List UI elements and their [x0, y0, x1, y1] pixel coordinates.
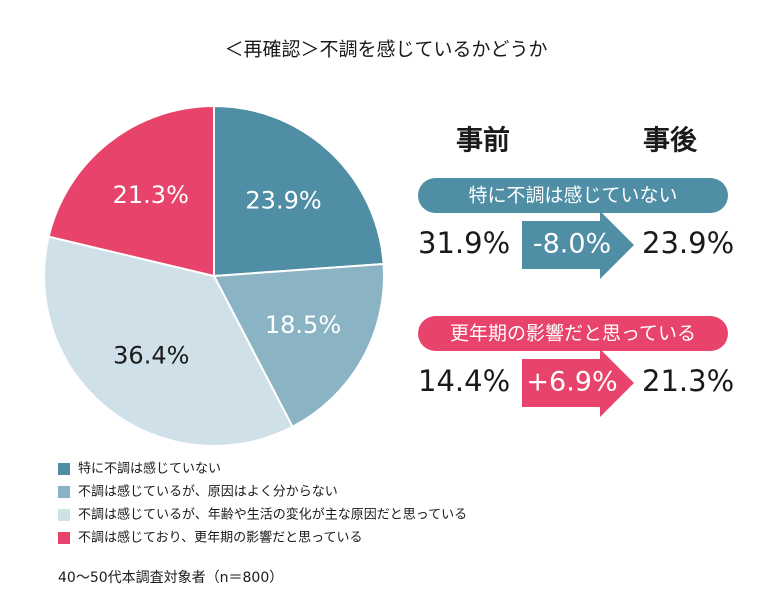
row-label: 特に不調は感じていない	[468, 185, 677, 207]
before-value: 14.4%	[418, 364, 510, 398]
legend-swatch	[58, 532, 70, 544]
legend-label: 不調は感じているが、原因はよく分からない	[78, 484, 338, 500]
legend-swatch	[58, 486, 70, 498]
pie-slice	[43, 235, 294, 447]
note: 40～50代本調査対象者（n＝800）	[58, 570, 283, 586]
slice-label: 21.3%	[113, 181, 189, 209]
legend-swatch	[58, 509, 70, 521]
after-value: 21.3%	[642, 364, 734, 398]
row-label-pill	[418, 178, 728, 213]
legend-label: 不調は感じているが、年齢や生活の変化が主な原因だと思っている	[78, 507, 467, 523]
change-arrow	[522, 211, 634, 279]
before-value: 31.9%	[418, 226, 510, 260]
header-before: 事前	[456, 125, 510, 157]
slice-label: 36.4%	[113, 341, 189, 369]
slice-label: 18.5%	[265, 311, 341, 339]
pie-slice	[47, 104, 215, 278]
change-value: -8.0%	[533, 229, 611, 260]
legend-label: 特に不調は感じていない	[78, 461, 221, 477]
slice-label: 23.9%	[245, 186, 321, 214]
header-after: 事後	[643, 126, 698, 157]
change-value: +6.9%	[526, 367, 617, 398]
pie-slice	[212, 262, 385, 429]
row-label: 更年期の影響だと思っている	[450, 323, 696, 345]
row-label-pill	[418, 316, 728, 351]
legend-label: 不調は感じており、更年期の影響だと思っている	[78, 530, 362, 546]
after-value: 23.9%	[642, 226, 734, 260]
change-arrow	[522, 349, 634, 417]
chart-title: ＜再確認＞不調を感じているかどうか	[224, 39, 547, 61]
pie-slice	[213, 104, 385, 278]
legend-swatch	[58, 463, 70, 475]
